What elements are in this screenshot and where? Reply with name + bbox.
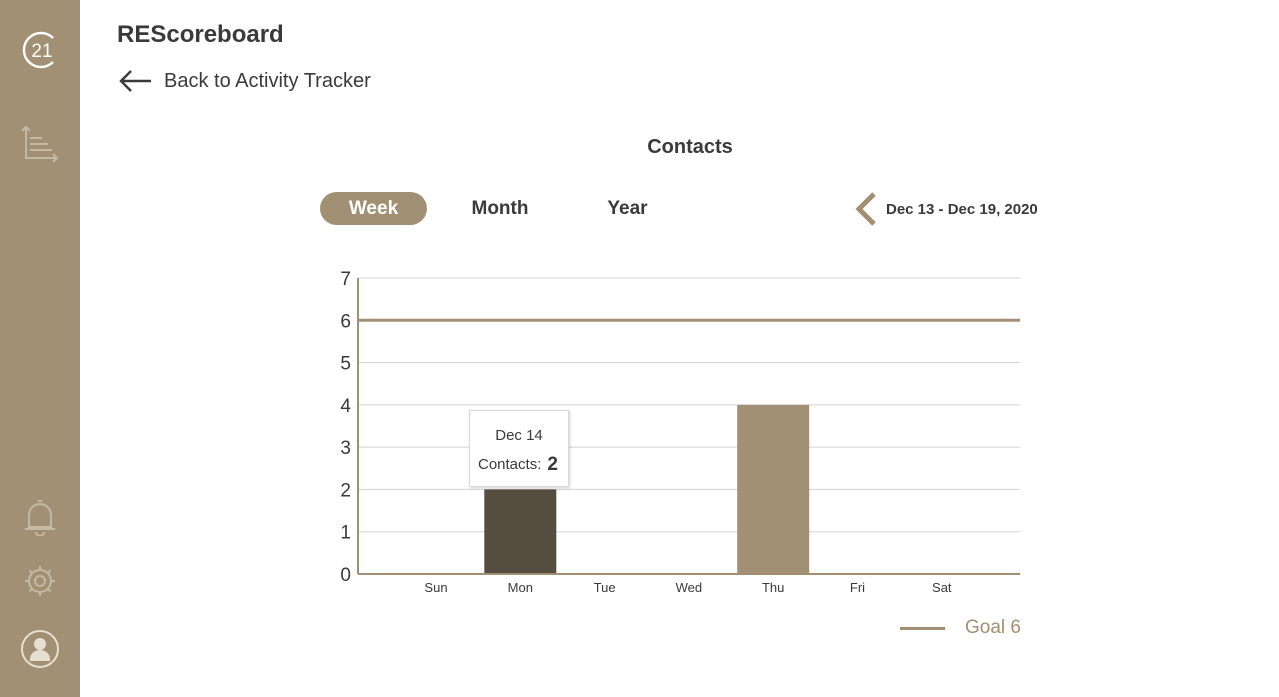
- tab-week[interactable]: Week: [320, 192, 427, 225]
- tab-year[interactable]: Year: [607, 198, 648, 219]
- user-icon: [21, 630, 59, 668]
- bar-tooltip: Dec 14 Contacts: 2: [469, 410, 569, 487]
- tooltip-value: 2: [547, 454, 558, 475]
- date-navigation: Dec 13 - Dec 19, 2020: [853, 192, 1038, 226]
- chart-icon: [21, 125, 59, 163]
- chevron-left-icon: [855, 192, 876, 226]
- brand-logo[interactable]: 21: [20, 30, 60, 70]
- tab-month[interactable]: Month: [471, 198, 529, 219]
- bar-mon: [484, 489, 557, 574]
- y-tick-label: 5: [340, 354, 351, 375]
- chart-title: Contacts: [647, 136, 733, 158]
- back-link-label: Back to Activity Tracker: [164, 69, 371, 92]
- sidebar-item-profile[interactable]: [20, 629, 60, 669]
- x-tick-label: Wed: [676, 580, 703, 595]
- x-tick-label: Sat: [932, 580, 952, 595]
- x-tick-label: Fri: [850, 580, 865, 595]
- goal-legend-label: Goal 6: [965, 617, 1021, 638]
- goal-legend-line: [900, 626, 945, 630]
- gear-icon: [25, 566, 55, 596]
- y-tick-label: 1: [340, 523, 351, 544]
- y-tick-label: 4: [340, 396, 351, 417]
- sidebar: 21: [0, 0, 80, 697]
- x-tick-label: Tue: [594, 580, 616, 595]
- app-title: REScoreboard: [117, 21, 284, 48]
- y-tick-label: 2: [340, 480, 351, 501]
- y-tick-label: 6: [340, 311, 351, 332]
- back-to-activity-tracker-link[interactable]: Back to Activity Tracker: [119, 66, 371, 96]
- x-tick-label: Sun: [424, 580, 447, 595]
- tooltip-label: Contacts:: [478, 456, 542, 473]
- x-tick-label: Thu: [762, 580, 784, 595]
- logo-text: 21: [31, 41, 52, 62]
- chart-legend: Goal 6: [900, 616, 1021, 640]
- y-tick-label: 0: [340, 565, 351, 586]
- x-tick-label: Mon: [508, 580, 533, 595]
- bar-thu: [737, 404, 810, 574]
- y-tick-label: 3: [340, 438, 351, 459]
- arrow-left-icon: [119, 70, 151, 92]
- sidebar-item-notifications[interactable]: [20, 496, 60, 536]
- century21-logo-icon: 21: [22, 31, 54, 69]
- bell-icon: [25, 500, 55, 536]
- contacts-bar-chart: 0 1 2 3 4 5 6 7 Sun Mon Tue Wed Thu Fri Sat: [340, 269, 1020, 595]
- tooltip-date: Dec 14: [495, 427, 543, 444]
- y-tick-label: 7: [340, 269, 351, 290]
- sidebar-item-settings[interactable]: [20, 561, 60, 601]
- date-range-label: Dec 13 - Dec 19, 2020: [886, 200, 1038, 218]
- previous-week-button[interactable]: [853, 192, 879, 226]
- sidebar-item-charts[interactable]: [20, 124, 60, 164]
